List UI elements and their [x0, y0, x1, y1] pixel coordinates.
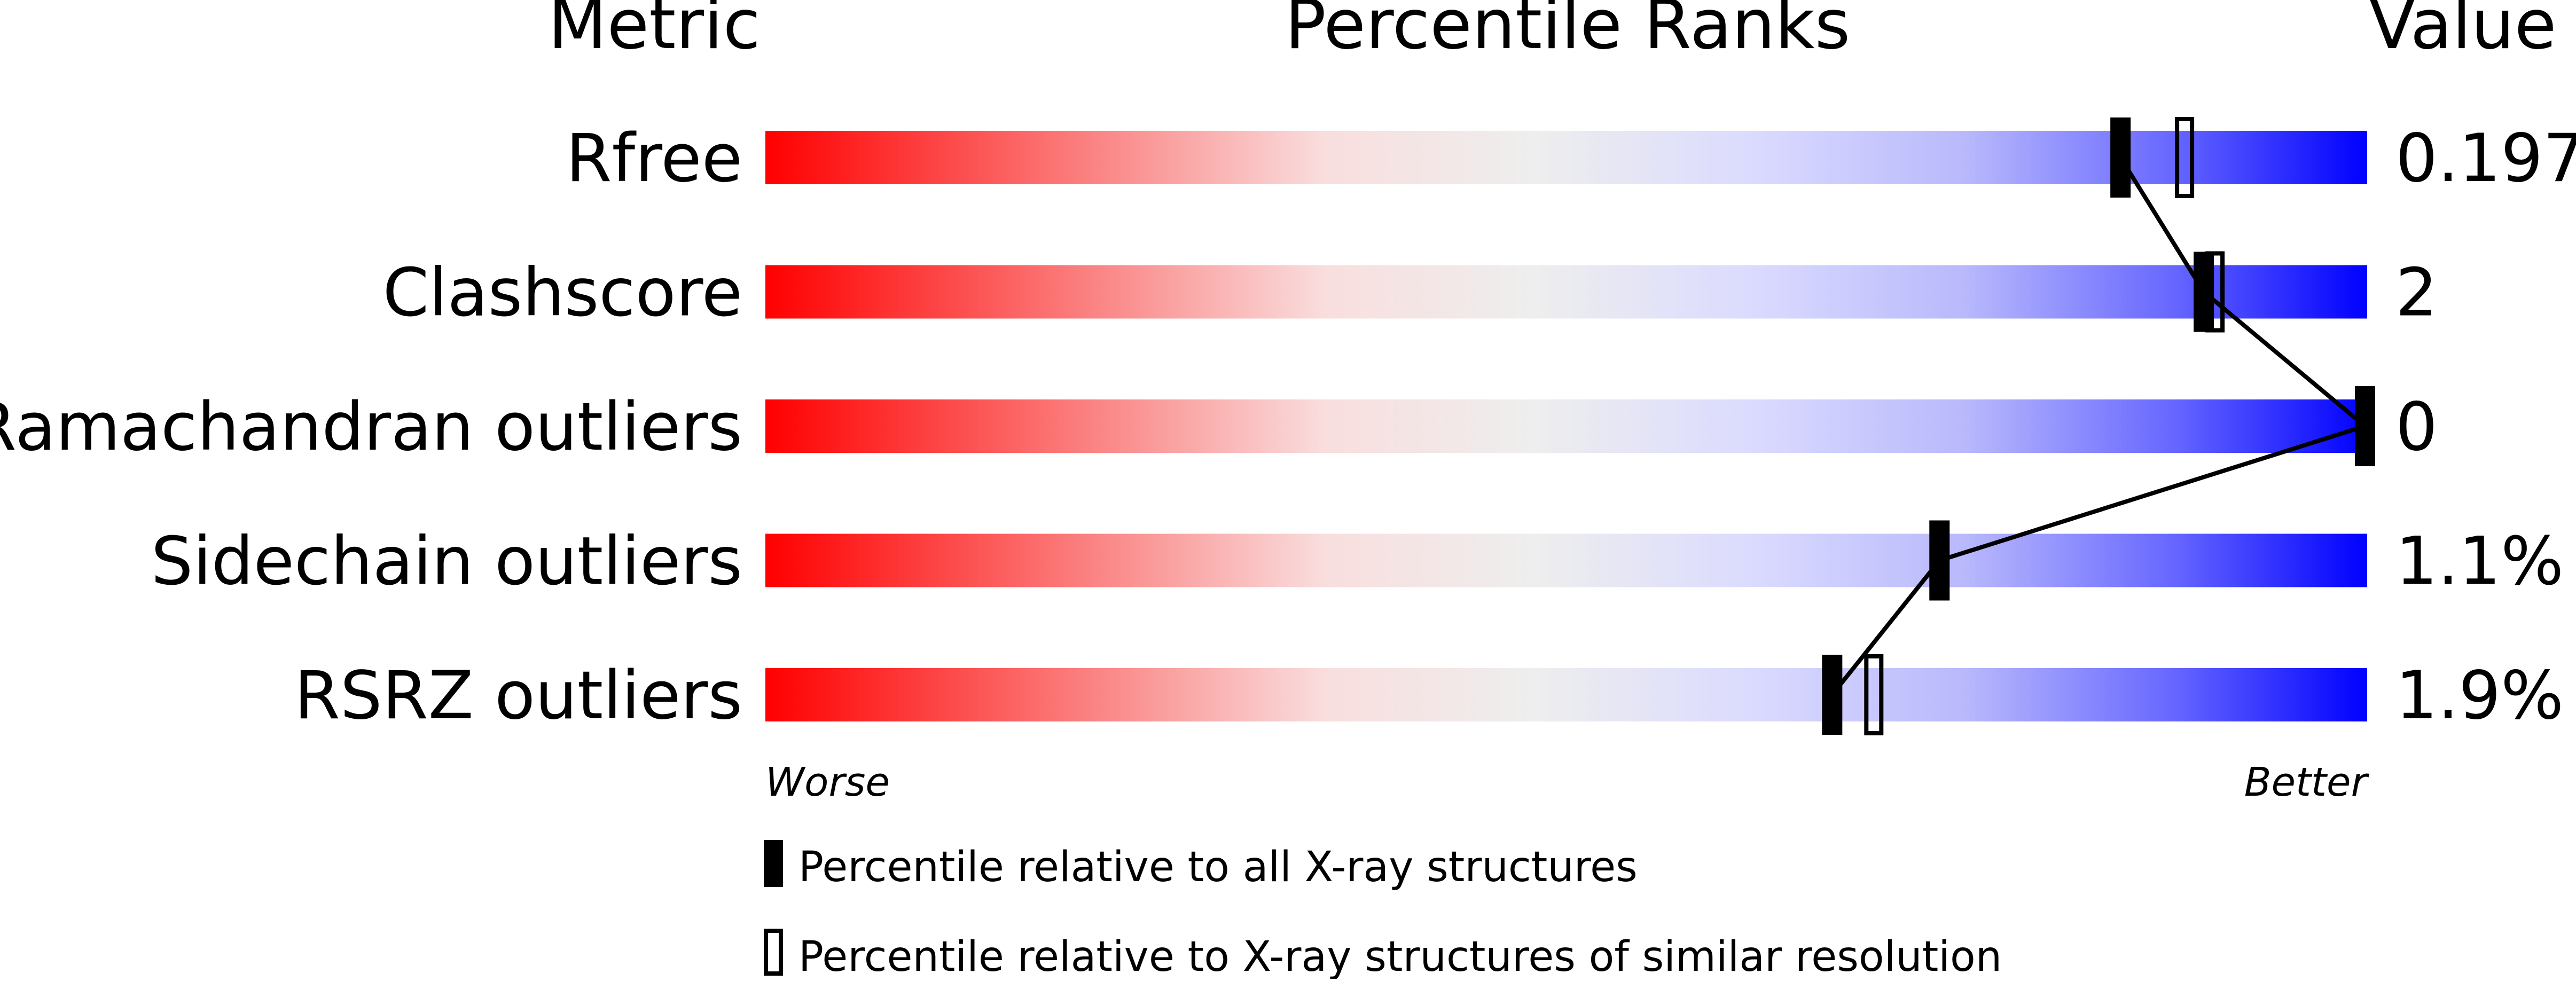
marker-all-structures — [1929, 520, 1950, 601]
marker-all-structures — [2110, 117, 2131, 198]
metric-label: Clashscore — [383, 255, 742, 332]
legend-open-marker — [764, 929, 783, 976]
percentile-bar — [765, 265, 2367, 319]
marker-all-structures — [1822, 655, 1843, 735]
marker-all-structures — [2194, 252, 2214, 332]
header-percentile-ranks: Percentile Ranks — [1285, 0, 1851, 65]
metric-value: 0 — [2395, 389, 2438, 466]
legend-label-all: Percentile relative to all X-ray structu… — [798, 843, 1638, 891]
marker-similar-resolution — [1864, 654, 1884, 735]
metric-value: 0.197 — [2395, 120, 2576, 197]
marker-all-structures — [2355, 386, 2375, 466]
metric-label: Sidechain outliers — [151, 523, 742, 600]
metric-label: Rfree — [566, 120, 742, 197]
percentile-bar — [765, 399, 2367, 453]
percentile-bar — [765, 131, 2367, 184]
metric-value: 1.9% — [2395, 657, 2564, 734]
header-value: Value — [2369, 0, 2557, 65]
axis-label-worse: Worse — [765, 759, 890, 805]
metric-label: Ramachandran outliers — [0, 389, 742, 466]
axis-label-better: Better — [2244, 759, 2370, 805]
percentile-bar — [765, 668, 2367, 721]
metric-label: RSRZ outliers — [294, 657, 742, 734]
metric-value: 2 — [2395, 255, 2438, 332]
marker-similar-resolution — [2175, 117, 2195, 198]
metric-value: 1.1% — [2395, 523, 2564, 600]
header-metric: Metric — [548, 0, 761, 65]
percentile-bar — [765, 533, 2367, 587]
legend-label-similar: Percentile relative to X-ray structures … — [798, 933, 2002, 979]
legend-filled-marker — [764, 840, 783, 887]
